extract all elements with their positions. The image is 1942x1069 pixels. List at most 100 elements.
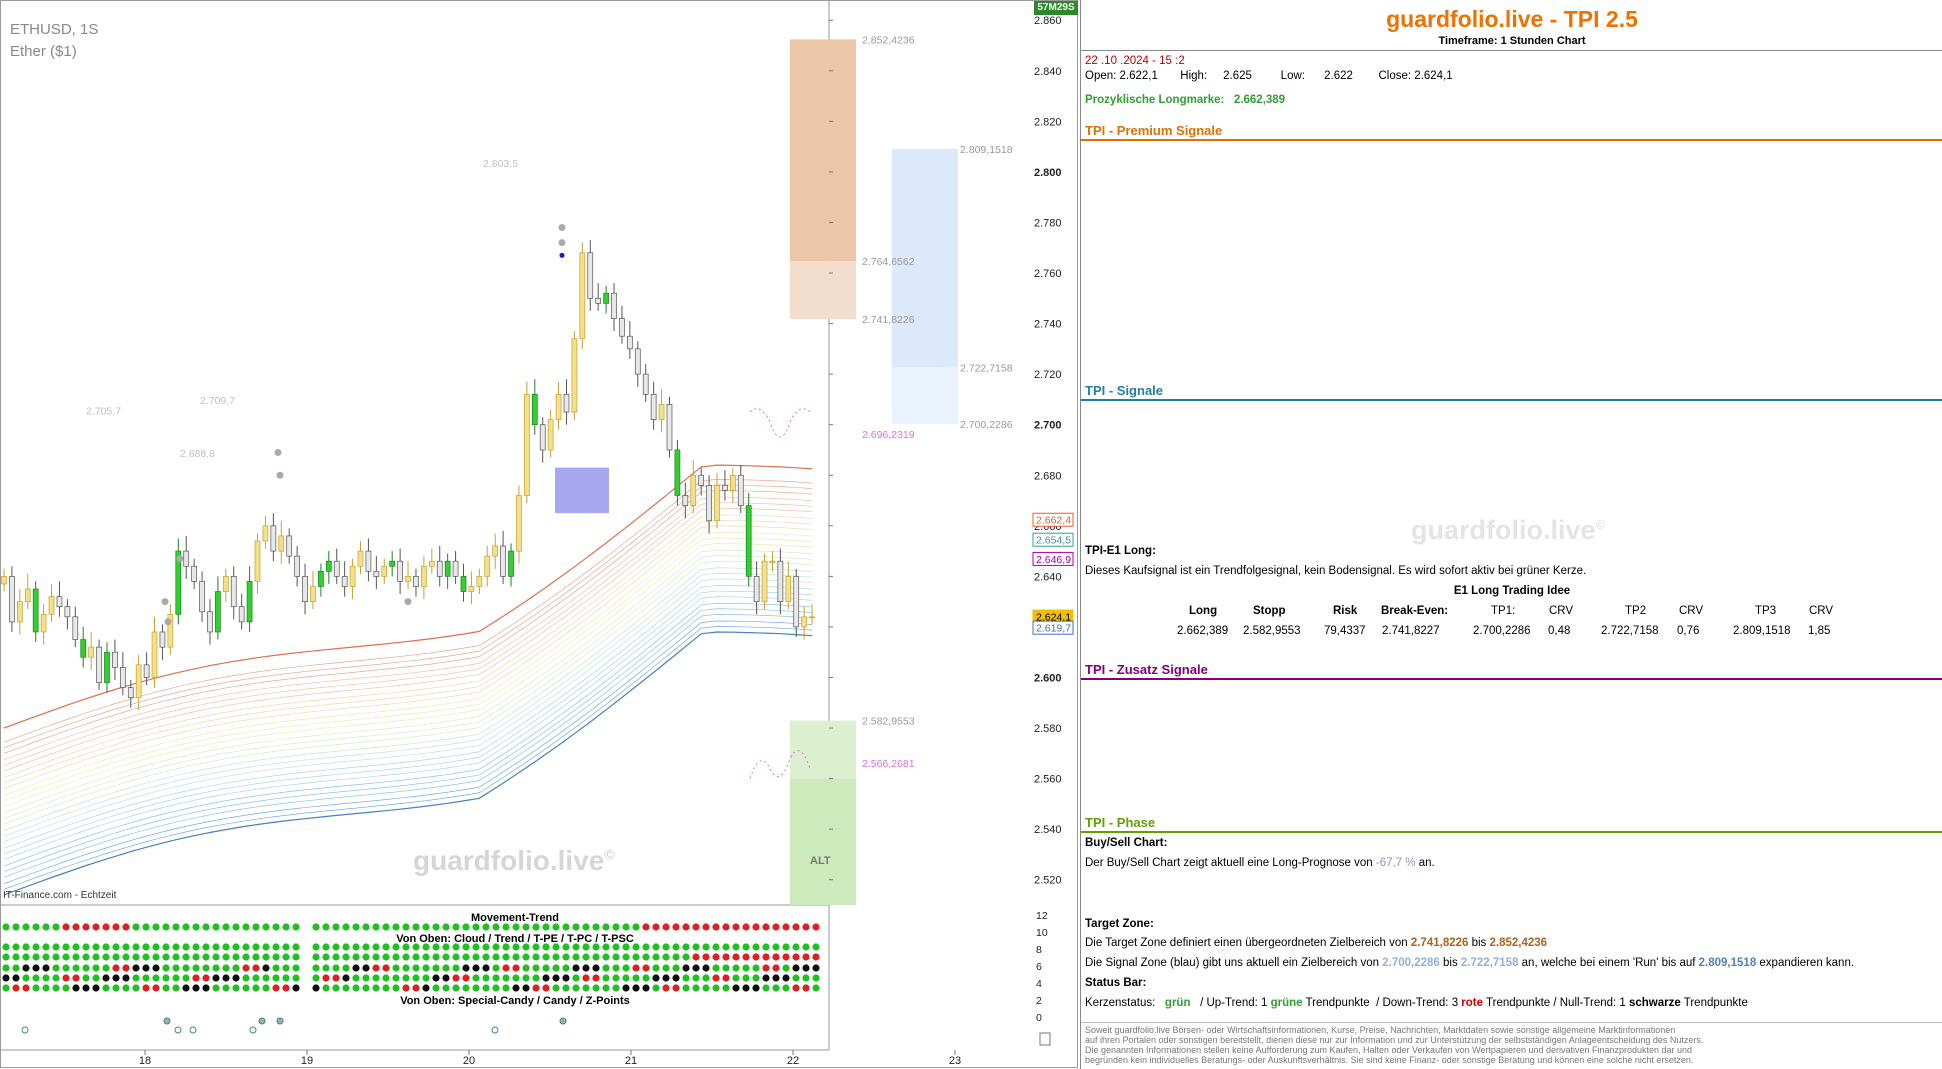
trend-dot bbox=[332, 964, 340, 972]
trend-dot bbox=[142, 964, 150, 972]
trend-dot bbox=[152, 974, 160, 982]
z-point-dot bbox=[189, 1026, 197, 1034]
trend-dot bbox=[312, 984, 320, 992]
trend-dot bbox=[782, 984, 790, 992]
trend-dot bbox=[702, 943, 710, 951]
trend-dot bbox=[692, 953, 700, 961]
trend-dot bbox=[112, 984, 120, 992]
trend-dot bbox=[272, 953, 280, 961]
trend-dot bbox=[632, 923, 640, 931]
trend-dot bbox=[152, 964, 160, 972]
zone-label: 2.722,7158 bbox=[960, 362, 1013, 374]
trend-dot bbox=[562, 974, 570, 982]
trend-dot bbox=[382, 984, 390, 992]
trend-dot bbox=[232, 974, 240, 982]
trend-dot bbox=[532, 964, 540, 972]
ma-ribbon-line bbox=[3, 572, 813, 837]
trend-dot bbox=[512, 974, 520, 982]
trend-dot bbox=[232, 984, 240, 992]
trend-dot bbox=[542, 923, 550, 931]
trend-dot bbox=[582, 984, 590, 992]
trend-dot bbox=[802, 923, 810, 931]
trend-dot bbox=[102, 923, 110, 931]
trend-dot bbox=[132, 974, 140, 982]
trend-dot bbox=[222, 923, 230, 931]
trend-dot bbox=[322, 974, 330, 982]
price-chart[interactable]: 2.860 2.840 2.820 2.800 2.780 2.760 2.740 2.720… bbox=[0, 0, 1078, 1069]
trend-dot bbox=[582, 923, 590, 931]
candle-body bbox=[492, 545, 499, 557]
targetzone-heading: Target Zone: bbox=[1085, 918, 1154, 930]
trend-dot bbox=[52, 953, 60, 961]
candle-body bbox=[587, 252, 594, 299]
trend-dot bbox=[202, 974, 210, 982]
trend-dot bbox=[762, 964, 770, 972]
trend-dot bbox=[682, 964, 690, 972]
trend-dot bbox=[32, 923, 40, 931]
trend-dot bbox=[352, 923, 360, 931]
trend-dot bbox=[522, 964, 530, 972]
movement-axis-label: 4 bbox=[1036, 978, 1042, 990]
trend-dot bbox=[802, 953, 810, 961]
candle-body bbox=[349, 565, 356, 587]
td-crv2: 0,76 bbox=[1677, 625, 1700, 637]
trend-dot bbox=[582, 974, 590, 982]
trend-dot bbox=[542, 943, 550, 951]
candle-body bbox=[191, 565, 197, 582]
trend-dot bbox=[422, 923, 430, 931]
price-tag: 2.646,9 bbox=[1036, 554, 1071, 566]
trend-dot bbox=[42, 943, 50, 951]
trend-dot bbox=[152, 984, 160, 992]
trend-dot bbox=[242, 984, 250, 992]
trend-dot bbox=[642, 984, 650, 992]
candle-body bbox=[318, 570, 324, 587]
trend-dot bbox=[92, 923, 100, 931]
trend-dot bbox=[282, 984, 290, 992]
signal-zone-lower bbox=[892, 367, 958, 425]
trend-dot bbox=[332, 974, 340, 982]
candle-body bbox=[64, 606, 71, 618]
trend-dot bbox=[402, 943, 410, 951]
trend-dot bbox=[712, 974, 720, 982]
candle-body bbox=[690, 474, 697, 506]
target-zone-upper bbox=[790, 39, 856, 262]
candle-body bbox=[658, 404, 665, 420]
trend-dot bbox=[332, 923, 340, 931]
trend-dot bbox=[252, 923, 260, 931]
candle-body bbox=[40, 613, 47, 633]
ma-ribbon-line bbox=[3, 585, 813, 849]
trend-dot bbox=[642, 923, 650, 931]
trend-dot bbox=[462, 964, 470, 972]
trend-dot bbox=[332, 953, 340, 961]
trend-dot bbox=[632, 964, 640, 972]
y-tick-label: 2.640 bbox=[1034, 571, 1062, 583]
trend-dot bbox=[632, 953, 640, 961]
trend-dot bbox=[172, 953, 180, 961]
trend-dot bbox=[402, 974, 410, 982]
trend-dot bbox=[242, 974, 250, 982]
candle-body bbox=[468, 586, 475, 592]
candle-body bbox=[135, 664, 142, 699]
targetzone-text: Die Target Zone definiert einen übergeor… bbox=[1085, 937, 1548, 949]
trend-dot bbox=[782, 974, 790, 982]
x-tick-label: 21 bbox=[625, 1055, 637, 1067]
trend-dot bbox=[202, 943, 210, 951]
trend-dot bbox=[462, 943, 470, 951]
bar-countdown: 57M29S bbox=[1034, 1, 1078, 15]
trend-dot bbox=[562, 943, 570, 951]
trend-dot bbox=[742, 923, 750, 931]
trend-dot bbox=[582, 964, 590, 972]
trend-dot bbox=[12, 984, 20, 992]
candle-body bbox=[413, 576, 419, 587]
ma-ribbon-line bbox=[3, 532, 813, 796]
trend-dot bbox=[322, 964, 330, 972]
td-tp1: 2.700,2286 bbox=[1473, 625, 1531, 637]
candle-body bbox=[730, 474, 736, 491]
chart-frame bbox=[0, 0, 1078, 1068]
trend-dot bbox=[782, 964, 790, 972]
trend-dot bbox=[552, 974, 560, 982]
trend-dot bbox=[452, 943, 460, 951]
trend-dot bbox=[792, 964, 800, 972]
ma-ribbon-line bbox=[3, 490, 813, 754]
trend-dot bbox=[812, 974, 820, 982]
